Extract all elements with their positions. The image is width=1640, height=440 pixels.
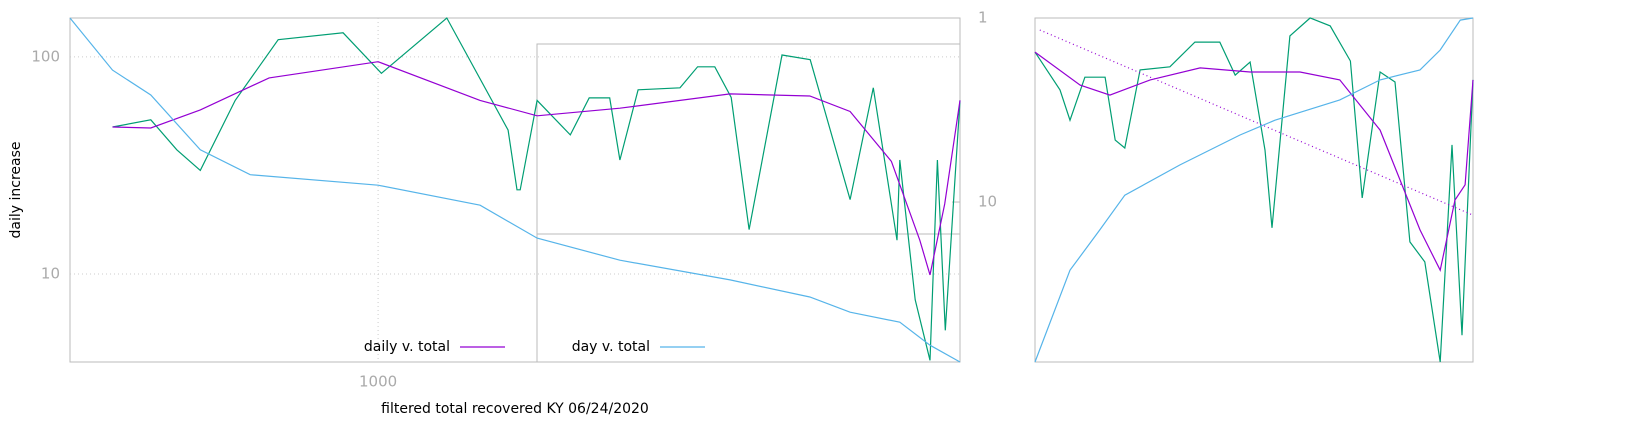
x-tick-label: 1000 — [359, 373, 397, 391]
legend-label: daily v. total — [364, 339, 450, 355]
y-axis-label: daily increase — [8, 142, 24, 239]
x-axis-label: filtered total recovered KY 06/24/2020 — [381, 401, 649, 417]
y-tick-label: 100 — [31, 47, 60, 65]
plot-frame — [1034, 17, 1474, 363]
series-line — [1034, 51, 1474, 273]
plot-frame — [69, 17, 961, 363]
series-line — [1034, 17, 1474, 363]
series-line — [112, 61, 961, 276]
series-line — [69, 17, 961, 363]
series-line — [1034, 17, 1474, 363]
y2-tick-label: 1 — [978, 9, 988, 27]
y-tick-label: 10 — [41, 264, 60, 282]
series-line — [1039, 29, 1474, 216]
y2-tick-label: 10 — [978, 193, 997, 211]
legend-label: day v. total — [572, 339, 650, 355]
series-line — [112, 17, 961, 361]
inset-frame — [536, 43, 961, 235]
